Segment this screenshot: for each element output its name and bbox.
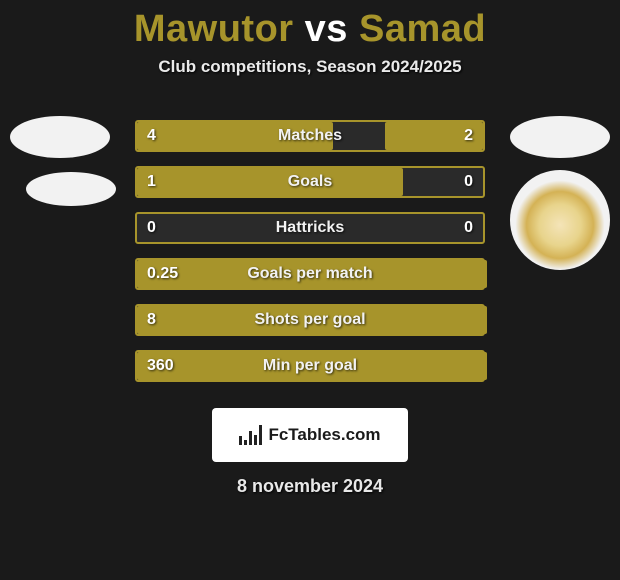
date-footer: 8 november 2024 — [0, 476, 620, 497]
stat-label: Hattricks — [135, 219, 485, 237]
stat-value-right: 0 — [464, 219, 473, 237]
stat-value-right: 2 — [464, 127, 473, 145]
title-left: Mawutor — [134, 8, 294, 50]
watermark-text: FcTables.com — [268, 425, 380, 445]
page-title: Mawutor vs Samad — [0, 0, 620, 51]
stat-label: Shots per goal — [135, 311, 485, 329]
title-vs: vs — [305, 8, 348, 50]
title-right: Samad — [359, 8, 486, 50]
stat-label: Matches — [135, 127, 485, 145]
stat-label: Min per goal — [135, 357, 485, 375]
stats-container: 4Matches21Goals00Hattricks00.25Goals per… — [135, 120, 485, 396]
stat-row: 0Hattricks0 — [135, 212, 485, 244]
stat-row: 4Matches2 — [135, 120, 485, 152]
stat-row: 0.25Goals per match — [135, 258, 485, 290]
stat-row: 360Min per goal — [135, 350, 485, 382]
stat-label: Goals — [135, 173, 485, 191]
player-left-avatar — [10, 116, 110, 158]
stat-row: 1Goals0 — [135, 166, 485, 198]
stat-row: 8Shots per goal — [135, 304, 485, 336]
player-right-avatar — [510, 116, 610, 158]
watermark: FcTables.com — [212, 408, 408, 462]
stat-value-right: 0 — [464, 173, 473, 191]
chart-icon — [239, 425, 262, 445]
subtitle: Club competitions, Season 2024/2025 — [0, 57, 620, 77]
club-left-badge — [26, 172, 116, 206]
club-right-badge — [510, 170, 610, 270]
stat-label: Goals per match — [135, 265, 485, 283]
